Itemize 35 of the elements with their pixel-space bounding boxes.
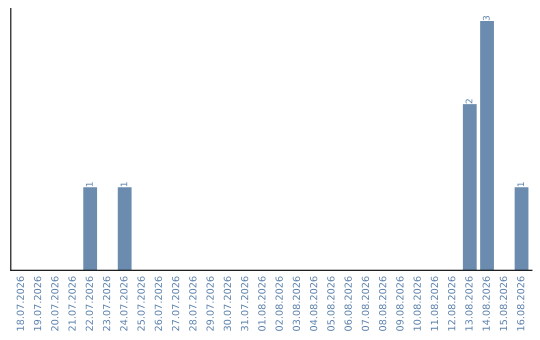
x-tick-label: 02.08.2026 (275, 276, 283, 331)
x-tick-label: 12.08.2026 (448, 276, 456, 330)
x-tick-label: 27.07.2026 (172, 276, 180, 331)
data-label: 3 (482, 16, 490, 20)
x-tick-label: 31.07.2026 (240, 276, 248, 331)
x-tick-label: 14.08.2026 (482, 276, 490, 330)
x-tick-label: 08.08.2026 (378, 276, 386, 331)
x-tick-label: 11.08.2026 (430, 276, 438, 330)
x-tick-label: 05.08.2026 (327, 276, 335, 331)
x-tick-label: 07.08.2026 (362, 276, 370, 331)
x-tick-label: 26.07.2026 (154, 276, 162, 331)
x-tick-label: 06.08.2026 (344, 276, 352, 331)
x-tick-label: 24.07.2026 (120, 276, 128, 331)
data-label: 1 (517, 182, 524, 186)
x-tick-label: 30.07.2026 (224, 276, 232, 331)
data-label: 1 (86, 182, 93, 186)
x-tick-label: 28.07.2026 (189, 276, 197, 331)
x-tick-label: 23.07.2026 (102, 276, 110, 331)
data-label: 2 (466, 99, 472, 104)
x-tick-label: 20.07.2026 (51, 276, 58, 331)
x-tick-label: 25.07.2026 (137, 276, 145, 331)
x-tick-label: 21.07.2026 (68, 276, 76, 331)
x-tick-label: 22.07.2026 (86, 276, 93, 331)
x-tick-label: 03.08.2026 (292, 276, 300, 331)
data-label: 1 (120, 182, 128, 186)
x-tick-label: 16.08.2026 (517, 276, 524, 330)
x-tick-label: 01.08.2026 (258, 276, 266, 331)
x-tick-label: 09.08.2026 (396, 276, 404, 331)
x-tick-label: 18.07.2026 (16, 276, 24, 330)
x-tick-label: 29.07.2026 (206, 276, 214, 331)
x-tick-label: 10.08.2026 (413, 276, 421, 330)
x-tick-label: 04.08.2026 (310, 276, 318, 331)
x-tick-label: 19.07.2026 (34, 276, 42, 330)
x-tick-label: 15.08.2026 (500, 276, 508, 330)
x-tick-label: 13.08.2026 (465, 276, 473, 330)
